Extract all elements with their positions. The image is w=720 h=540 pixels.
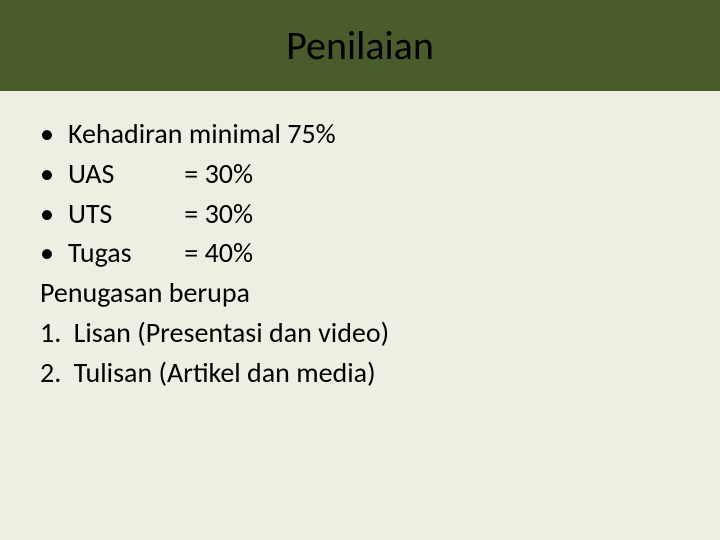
plain-text-line: Penugasan berupa <box>40 274 680 312</box>
bullet-marker: • <box>40 115 54 153</box>
bullet-item: • Tugas = 40% <box>40 234 680 272</box>
numbered-text: Tulisan (Artikel dan media) <box>74 355 376 390</box>
bullet-text: Kehadiran minimal 75% <box>68 115 336 153</box>
bullet-marker: • <box>40 234 54 272</box>
bullet-text: UAS = 30% <box>68 155 253 193</box>
bullet-item: • UAS = 30% <box>40 155 680 193</box>
bullet-text: UTS = 30% <box>68 195 253 233</box>
numbered-item: 2. Tulisan (Artikel dan media) <box>40 354 680 392</box>
number-marker: 2. <box>40 354 61 392</box>
bullet-marker: • <box>40 155 54 193</box>
content-area: • Kehadiran minimal 75% • UAS = 30% • UT… <box>0 91 720 392</box>
page-title: Penilaian <box>286 21 434 70</box>
bullet-marker: • <box>40 195 54 233</box>
bullet-value: = 30% <box>184 196 253 231</box>
bullet-item: • Kehadiran minimal 75% <box>40 115 680 153</box>
bullet-label: UAS <box>68 155 178 193</box>
bullet-value: = 40% <box>184 235 253 270</box>
bullet-item: • UTS = 30% <box>40 195 680 233</box>
header-bar: Penilaian <box>0 0 720 91</box>
bullet-value: = 30% <box>184 156 253 191</box>
bullet-label: UTS <box>68 195 178 233</box>
bullet-label: Tugas <box>68 234 178 272</box>
numbered-item: 1. Lisan (Presentasi dan video) <box>40 314 680 352</box>
numbered-text: Lisan (Presentasi dan video) <box>74 315 390 350</box>
number-marker: 1. <box>40 314 61 352</box>
bullet-text: Tugas = 40% <box>68 234 253 272</box>
